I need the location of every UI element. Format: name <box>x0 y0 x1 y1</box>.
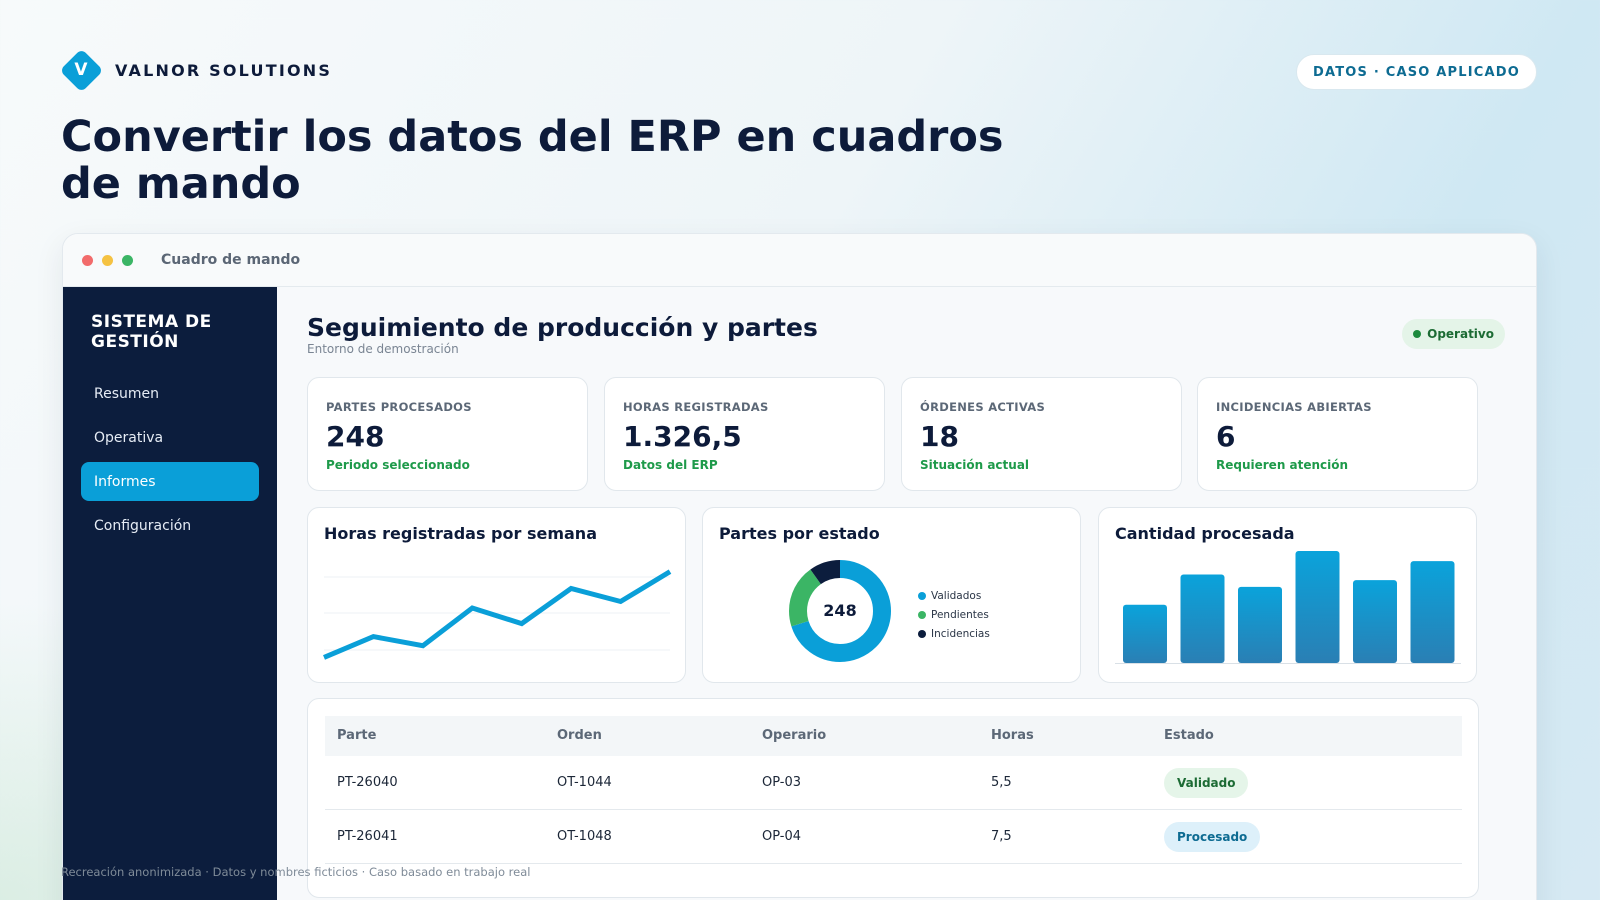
page-headline: Convertir los datos del ERP en cuadros d… <box>61 112 1004 209</box>
sidebar: SISTEMA DE GESTIÓN Resumen Operativa Inf… <box>63 287 277 900</box>
logo-letter: V <box>74 60 88 80</box>
chart-title: Horas registradas por semana <box>324 524 597 543</box>
legend-swatch <box>918 610 926 619</box>
kpi-caption: Datos del ERP <box>623 458 718 472</box>
cell-parte: PT-26040 <box>337 775 398 790</box>
donut-chart-card: Partes por estado 248 Validados Pendient… <box>702 507 1081 683</box>
kpi-caption: Situación actual <box>920 458 1030 472</box>
kpi-caption: Requieren atención <box>1216 458 1349 472</box>
kpi-label: HORAS REGISTRADAS <box>623 400 769 414</box>
main-content: Seguimiento de producción y partes Entor… <box>277 287 1536 900</box>
minimize-window-dot[interactable] <box>102 254 113 266</box>
donut-chart <box>789 560 891 662</box>
donut-center-value: 248 <box>823 601 857 620</box>
cell-parte: PT-26041 <box>337 829 398 844</box>
table-row[interactable]: PT-26040 OT-1044 OP-03 5,5 Validado <box>325 756 1462 810</box>
footer-note: Recreación anonimizada · Datos y nombres… <box>61 865 531 879</box>
kpi-value: 18 <box>920 420 959 453</box>
bar <box>1295 551 1340 663</box>
section-title: Seguimiento de producción y partes <box>307 313 818 342</box>
bar <box>1410 561 1455 663</box>
kpi-caption: Periodo seleccionado <box>326 458 470 472</box>
sidebar-item-label: Resumen <box>94 385 160 402</box>
cell-orden: OT-1044 <box>557 775 612 790</box>
donut-slice <box>789 560 891 662</box>
sidebar-item-label: Informes <box>94 473 156 490</box>
cell-orden: OT-1048 <box>557 829 612 844</box>
column-header-operario[interactable]: Operario <box>762 728 827 743</box>
cell-horas: 7,5 <box>991 829 1012 844</box>
partes-table: Parte Orden Operario Horas Estado PT-260… <box>307 698 1479 898</box>
status-badge: Procesado <box>1164 822 1261 852</box>
donut-slice <box>789 560 891 662</box>
sidebar-title: SISTEMA DE GESTIÓN <box>91 312 212 352</box>
line-chart <box>323 569 672 660</box>
series-line <box>323 569 672 660</box>
tag-pill: DATOS · CASO APLICADO <box>1295 54 1537 90</box>
status-dot-icon <box>1413 330 1422 338</box>
legend-label: Incidencias <box>931 627 990 640</box>
legend-swatch <box>918 591 926 600</box>
brand-name: VALNOR SOLUTIONS <box>115 60 333 80</box>
chart-title: Cantidad procesada <box>1115 524 1295 543</box>
kpi-label: INCIDENCIAS ABIERTAS <box>1216 400 1372 414</box>
column-header-parte[interactable]: Parte <box>337 728 377 743</box>
sidebar-item-resumen[interactable]: Resumen <box>81 374 259 413</box>
sidebar-item-label: Operativa <box>94 429 164 446</box>
column-header-horas[interactable]: Horas <box>991 728 1034 743</box>
logo-mark: V <box>59 48 104 93</box>
status-badge: Operativo <box>1402 319 1505 349</box>
kpi-value: 6 <box>1216 420 1236 453</box>
legend-item: Pendientes <box>918 605 990 624</box>
line-chart-card: Horas registradas por semana <box>307 507 686 683</box>
maximize-window-dot[interactable] <box>122 254 133 266</box>
table-row[interactable]: PT-26041 OT-1048 OP-04 7,5 Procesado <box>325 810 1462 864</box>
kpi-card-ordenes: ÓRDENES ACTIVAS 18 Situación actual <box>901 377 1182 491</box>
cell-operario: OP-03 <box>762 775 802 790</box>
chart-title: Partes por estado <box>719 524 880 543</box>
kpi-value: 1.326,5 <box>623 420 742 453</box>
bar-chart-card: Cantidad procesada <box>1098 507 1477 683</box>
table-header: Parte Orden Operario Horas Estado <box>325 716 1462 756</box>
kpi-card-incidencias: INCIDENCIAS ABIERTAS 6 Requieren atenció… <box>1197 377 1478 491</box>
column-header-orden[interactable]: Orden <box>557 728 602 743</box>
window-titlebar: Cuadro de mando <box>63 234 1536 287</box>
cell-horas: 5,5 <box>991 775 1012 790</box>
sidebar-item-label: Configuración <box>94 517 192 534</box>
sidebar-item-configuracion[interactable]: Configuración <box>81 506 259 545</box>
legend-label: Pendientes <box>931 608 989 621</box>
section-subtitle: Entorno de demostración <box>307 342 459 356</box>
status-badge: Validado <box>1164 768 1249 798</box>
status-label: Operativo <box>1427 327 1494 341</box>
kpi-label: ÓRDENES ACTIVAS <box>920 400 1046 414</box>
kpi-label: PARTES PROCESADOS <box>326 400 472 414</box>
bar <box>1238 586 1282 663</box>
kpi-value: 248 <box>326 420 385 453</box>
legend-swatch <box>918 629 926 638</box>
column-header-estado[interactable]: Estado <box>1164 728 1214 743</box>
chart-legend: Validados Pendientes Incidencias <box>918 586 990 643</box>
legend-label: Validados <box>931 589 982 602</box>
close-window-dot[interactable] <box>82 254 93 266</box>
sidebar-item-operativa[interactable]: Operativa <box>81 418 259 457</box>
bar <box>1180 574 1225 663</box>
bar <box>1123 604 1167 663</box>
bar <box>1353 580 1397 663</box>
brand-logo: V VALNOR SOLUTIONS <box>59 48 333 93</box>
window-title: Cuadro de mando <box>161 252 301 268</box>
kpi-card-partes: PARTES PROCESADOS 248 Periodo selecciona… <box>307 377 588 491</box>
legend-item: Incidencias <box>918 624 990 643</box>
legend-item: Validados <box>918 586 990 605</box>
kpi-card-horas: HORAS REGISTRADAS 1.326,5 Datos del ERP <box>604 377 885 491</box>
bar-chart <box>1115 551 1461 664</box>
cell-operario: OP-04 <box>762 829 802 844</box>
dashboard-window: Cuadro de mando SISTEMA DE GESTIÓN Resum… <box>62 233 1537 900</box>
sidebar-item-informes[interactable]: Informes <box>81 462 259 501</box>
